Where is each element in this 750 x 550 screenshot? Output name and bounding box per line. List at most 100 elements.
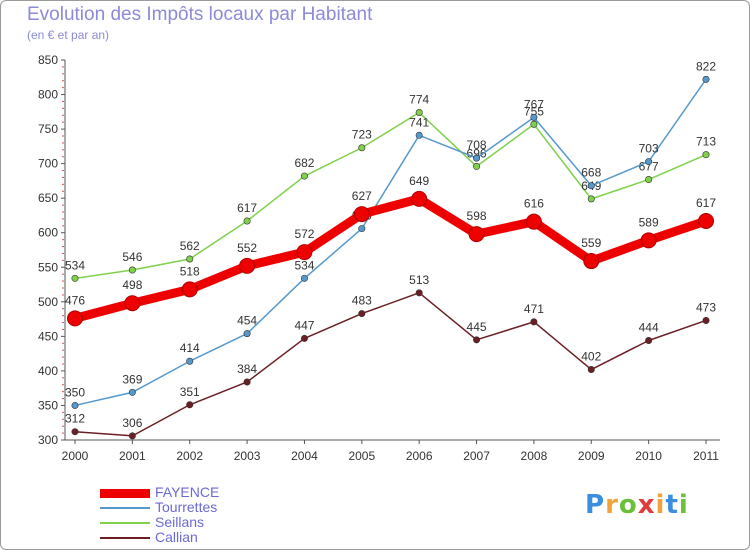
- data-point-callian: [71, 428, 79, 436]
- x-tick-label: 2010: [635, 449, 662, 463]
- y-tick-label: 350: [38, 398, 58, 412]
- legend-swatch: [100, 507, 150, 509]
- data-point-fayence: [468, 226, 485, 243]
- data-label-fayence: 589: [639, 215, 659, 229]
- legend-swatch: [100, 522, 150, 524]
- legend-label: Seillans: [155, 514, 205, 530]
- data-label-tourrettes: 703: [639, 142, 659, 156]
- data-label-callian: 483: [352, 294, 372, 308]
- series-line-fayence: [70, 194, 711, 323]
- chart-subtitle: (en € et par an): [27, 28, 110, 42]
- data-label-callian: 312: [65, 412, 85, 426]
- data-point-fayence: [296, 244, 313, 261]
- series-line-callian: [74, 292, 707, 437]
- logo-letter: t: [665, 490, 679, 520]
- data-label-callian: 306: [122, 416, 142, 430]
- y-tick-label: 400: [38, 364, 58, 378]
- data-label-fayence: 476: [65, 293, 85, 307]
- data-label-seillans: 546: [122, 250, 142, 264]
- x-tick-label: 2000: [62, 449, 89, 463]
- data-label-callian: 445: [467, 320, 487, 334]
- y-tick-label: 850: [38, 53, 58, 67]
- legend-label: FAYENCE: [155, 484, 220, 500]
- data-label-seillans: 755: [524, 104, 544, 118]
- data-point-callian: [645, 337, 653, 345]
- y-tick-label: 300: [38, 433, 58, 447]
- data-point-seillans: [300, 172, 308, 180]
- logo-letter: o: [618, 490, 638, 520]
- data-label-fayence: 617: [696, 196, 716, 210]
- x-tick-label: 2005: [348, 449, 375, 463]
- data-point-seillans: [358, 144, 366, 152]
- logo-letter: P: [585, 490, 606, 520]
- data-point-tourrettes: [128, 388, 136, 396]
- data-point-callian: [587, 366, 595, 374]
- proxiti-logo: Proxiti: [585, 490, 689, 520]
- data-point-fayence: [124, 295, 141, 312]
- series-line-tourrettes: [74, 78, 707, 407]
- data-point-fayence: [411, 190, 428, 207]
- data-label-tourrettes: 822: [696, 59, 716, 73]
- y-tick-label: 600: [38, 226, 58, 240]
- data-label-callian: 447: [294, 318, 314, 332]
- data-label-tourrettes: 414: [180, 341, 200, 355]
- data-point-tourrettes: [473, 154, 481, 162]
- data-point-callian: [473, 336, 481, 344]
- x-tick-label: 2003: [234, 449, 261, 463]
- data-point-fayence: [67, 310, 83, 327]
- data-point-callian: [530, 318, 538, 326]
- y-tick-label: 650: [38, 191, 58, 205]
- x-tick-label: 2006: [406, 449, 433, 463]
- data-label-callian: 473: [696, 300, 716, 314]
- data-point-callian: [702, 316, 710, 324]
- data-point-seillans: [415, 109, 423, 117]
- logo-letter: i: [655, 490, 666, 520]
- data-point-callian: [186, 401, 194, 409]
- y-tick-label: 550: [38, 260, 58, 274]
- data-point-tourrettes: [415, 131, 423, 139]
- data-point-tourrettes: [243, 330, 251, 338]
- data-point-seillans: [587, 195, 595, 203]
- data-point-tourrettes: [71, 401, 79, 409]
- legend-swatch: [100, 488, 150, 498]
- data-label-callian: 444: [639, 321, 659, 335]
- data-point-callian: [128, 432, 136, 440]
- data-point-fayence: [698, 212, 714, 229]
- data-label-fayence: 598: [467, 209, 487, 223]
- x-tick-label: 2001: [119, 449, 146, 463]
- data-point-seillans: [128, 266, 136, 274]
- y-tick-label: 750: [38, 122, 58, 136]
- data-point-tourrettes: [587, 182, 595, 190]
- x-tick-label: 2011: [693, 449, 719, 463]
- data-label-seillans: 682: [294, 156, 314, 170]
- data-label-callian: 471: [524, 302, 544, 316]
- data-point-callian: [243, 378, 251, 386]
- data-label-tourrettes: 534: [294, 258, 314, 272]
- data-point-seillans: [71, 274, 79, 282]
- data-label-fayence: 616: [524, 197, 544, 211]
- legend-label: Callian: [155, 529, 198, 545]
- logo-letter: r: [605, 490, 619, 520]
- logo-letter: i: [678, 490, 689, 520]
- data-label-seillans: 534: [65, 258, 85, 272]
- data-label-tourrettes: 708: [467, 138, 487, 152]
- y-tick-label: 450: [38, 329, 58, 343]
- data-point-fayence: [525, 213, 542, 230]
- data-label-tourrettes: 767: [524, 97, 544, 111]
- data-point-callian: [415, 289, 423, 297]
- x-tick-label: 2008: [521, 449, 548, 463]
- data-label-callian: 351: [180, 385, 200, 399]
- data-point-seillans: [645, 176, 653, 184]
- data-point-tourrettes: [186, 357, 194, 365]
- y-tick-label: 700: [38, 157, 58, 171]
- y-tick-label: 500: [38, 295, 58, 309]
- data-label-seillans: 617: [237, 201, 257, 215]
- data-point-tourrettes: [300, 274, 308, 282]
- data-point-tourrettes: [358, 225, 366, 233]
- data-label-fayence: 572: [294, 227, 314, 241]
- logo-letter: x: [637, 490, 656, 520]
- data-point-fayence: [181, 281, 198, 298]
- data-point-fayence: [583, 253, 600, 270]
